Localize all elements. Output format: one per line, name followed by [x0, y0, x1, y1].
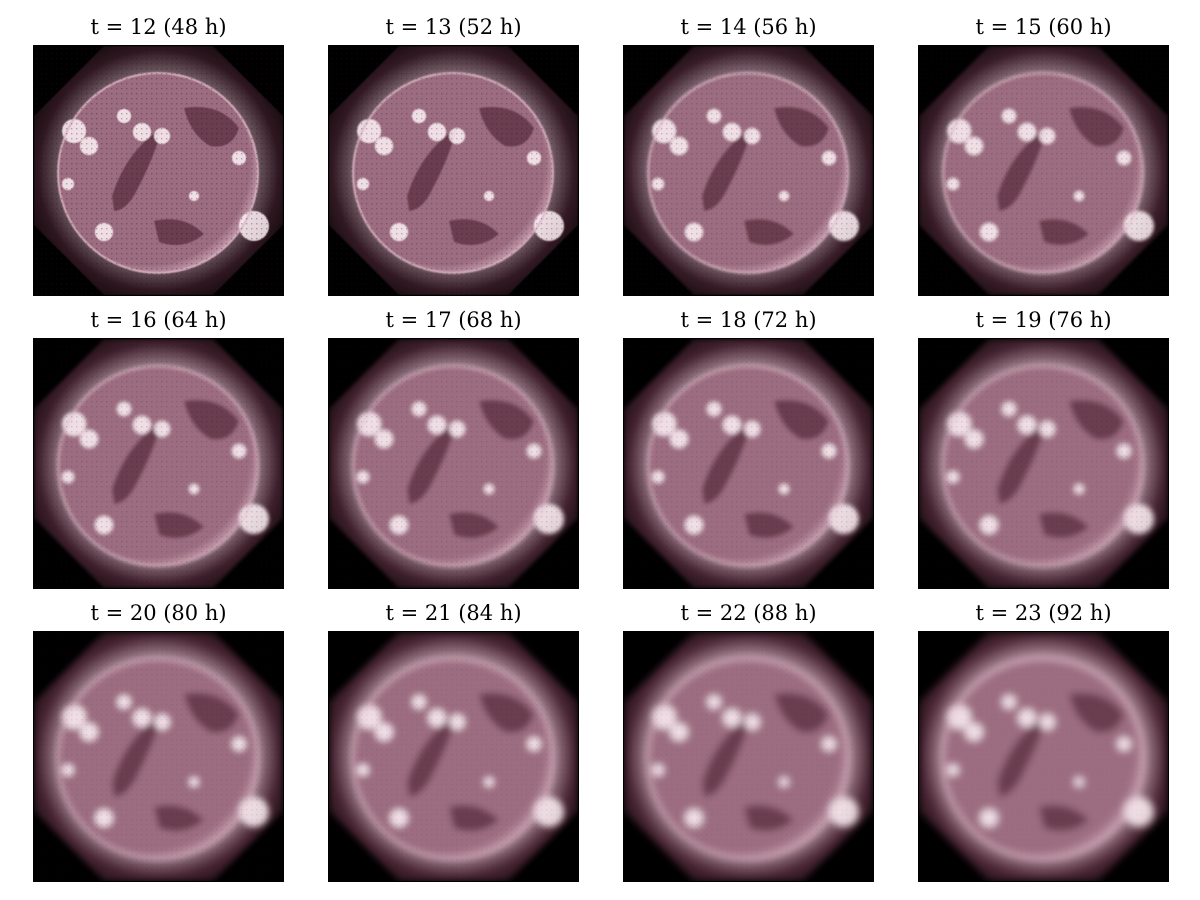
solar-panel [918, 338, 1169, 589]
solar-panel [328, 338, 579, 589]
active-region [980, 809, 998, 827]
pixel-artifacts [34, 46, 283, 295]
pixel-artifacts [34, 632, 283, 881]
active-region [1039, 714, 1055, 730]
coronal-hole [997, 714, 1047, 797]
panel-frame [328, 45, 579, 296]
sun-image [34, 632, 283, 881]
sun-image [329, 632, 578, 881]
solar-panel [918, 631, 1169, 882]
panel-frame [623, 338, 874, 589]
panel-title: t = 12 (48 h) [90, 15, 227, 39]
panel-title: t = 13 (52 h) [385, 15, 522, 39]
panel-title: t = 22 (88 h) [680, 601, 817, 625]
solar-panel [328, 631, 579, 882]
pixel-artifacts [34, 339, 283, 588]
active-region [1074, 777, 1084, 787]
panel-frame [918, 45, 1169, 296]
solar-panel [328, 45, 579, 296]
coronal-hole [1069, 692, 1124, 733]
panel-frame [918, 631, 1169, 882]
coronal-hole [1039, 805, 1089, 832]
pixel-artifacts [624, 339, 873, 588]
panel-title: t = 16 (64 h) [90, 308, 227, 332]
active-region [1117, 737, 1131, 751]
pixel-artifacts [919, 46, 1168, 295]
panel-frame [328, 631, 579, 882]
panel-frame [33, 631, 284, 882]
sun-image [329, 339, 578, 588]
panel-frame [328, 338, 579, 589]
sun-image [919, 632, 1168, 881]
solar-limb [942, 658, 1144, 860]
sun-image [34, 46, 283, 295]
sun-image [34, 339, 283, 588]
active-region [1002, 695, 1016, 709]
pixel-artifacts [329, 632, 578, 881]
sun-image [919, 339, 1168, 588]
solar-panel [33, 338, 284, 589]
panel-frame [918, 338, 1169, 589]
panel-title: t = 14 (56 h) [680, 15, 817, 39]
solar-panel [33, 631, 284, 882]
panel-title: t = 19 (76 h) [975, 308, 1112, 332]
solar-panel [623, 631, 874, 882]
pixel-artifacts [329, 46, 578, 295]
pixel-artifacts [624, 632, 873, 881]
pixel-artifacts [919, 632, 1168, 881]
sun-image [624, 339, 873, 588]
active-region [1018, 709, 1036, 727]
active-region [965, 723, 983, 741]
panel-frame [623, 45, 874, 296]
panel-title: t = 18 (72 h) [680, 308, 817, 332]
solar-panel [623, 45, 874, 296]
panel-title: t = 20 (80 h) [90, 601, 227, 625]
panel-title: t = 17 (68 h) [385, 308, 522, 332]
sun-image [329, 46, 578, 295]
panel-title: t = 21 (84 h) [385, 601, 522, 625]
sun-image [919, 46, 1168, 295]
pixel-artifacts [919, 339, 1168, 588]
solar-panel [918, 45, 1169, 296]
panel-title: t = 23 (92 h) [975, 601, 1112, 625]
panel-frame [33, 45, 284, 296]
panel-frame [623, 631, 874, 882]
solar-panel [33, 45, 284, 296]
sun-image [624, 632, 873, 881]
panel-title: t = 15 (60 h) [975, 15, 1112, 39]
pixel-artifacts [329, 339, 578, 588]
sun-image [624, 46, 873, 295]
panel-frame [33, 338, 284, 589]
active-region [947, 764, 959, 776]
solar-panel [623, 338, 874, 589]
active-region [947, 705, 971, 729]
pixel-artifacts [624, 46, 873, 295]
